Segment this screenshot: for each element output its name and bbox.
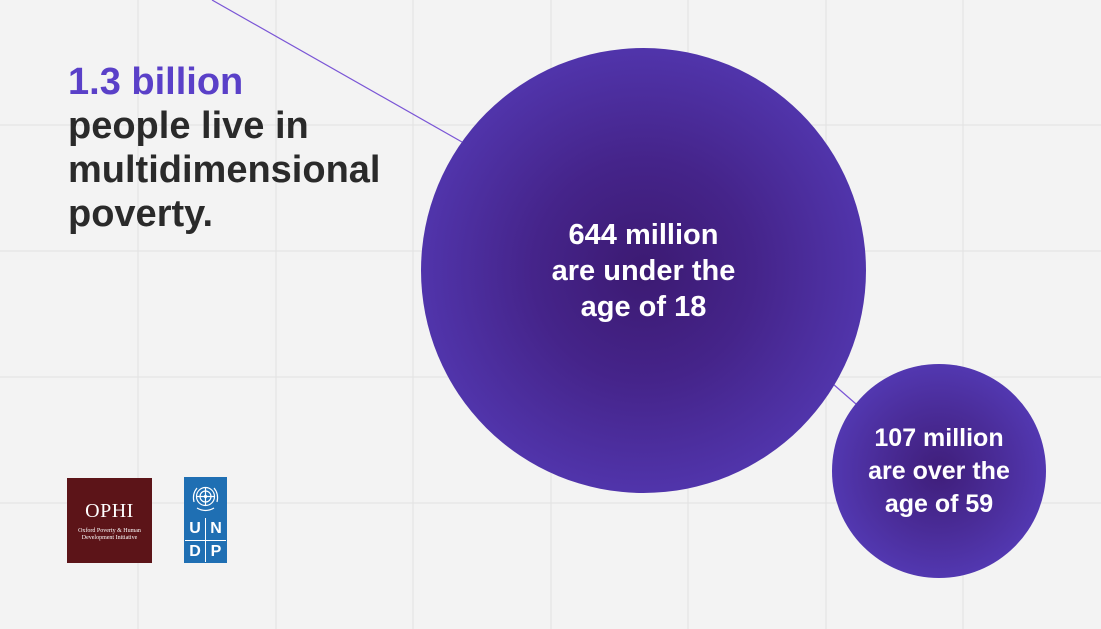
headline: 1.3 billion people live in multidimensio… [68,60,428,236]
bubble-line: 644 million [568,218,719,251]
undp-letter: N [210,520,222,537]
bubble-line: are under the [551,254,736,287]
bubble-line: 107 million [874,423,1004,452]
undp-logo: U N D P [184,477,227,563]
connector-line-top [211,0,463,143]
ophi-logo: OPHI Oxford Poverty & Human Development … [67,478,152,563]
undp-letter: P [210,543,222,560]
headline-line: multidimensional [68,149,381,191]
bubble-under-18: 644 million are under the age of 18 [421,48,866,493]
ophi-logo-subtitle: Oxford Poverty & Human Development Initi… [78,528,141,541]
undp-letter: U [189,520,201,537]
ophi-logo-name: OPHI [85,500,134,522]
connector-line-bubbles [832,383,857,405]
bubble-line: age of 18 [580,290,707,323]
headline-line: people live in [68,105,309,147]
un-emblem-icon [192,486,219,512]
headline-figure: 1.3 billion [68,61,244,103]
headline-line: poverty. [68,193,214,235]
bubble-over-59: 107 million are over the age of 59 [832,364,1046,578]
undp-letter: D [189,543,201,560]
bubble-line: are over the [868,456,1010,485]
bubble-line: age of 59 [884,489,994,518]
